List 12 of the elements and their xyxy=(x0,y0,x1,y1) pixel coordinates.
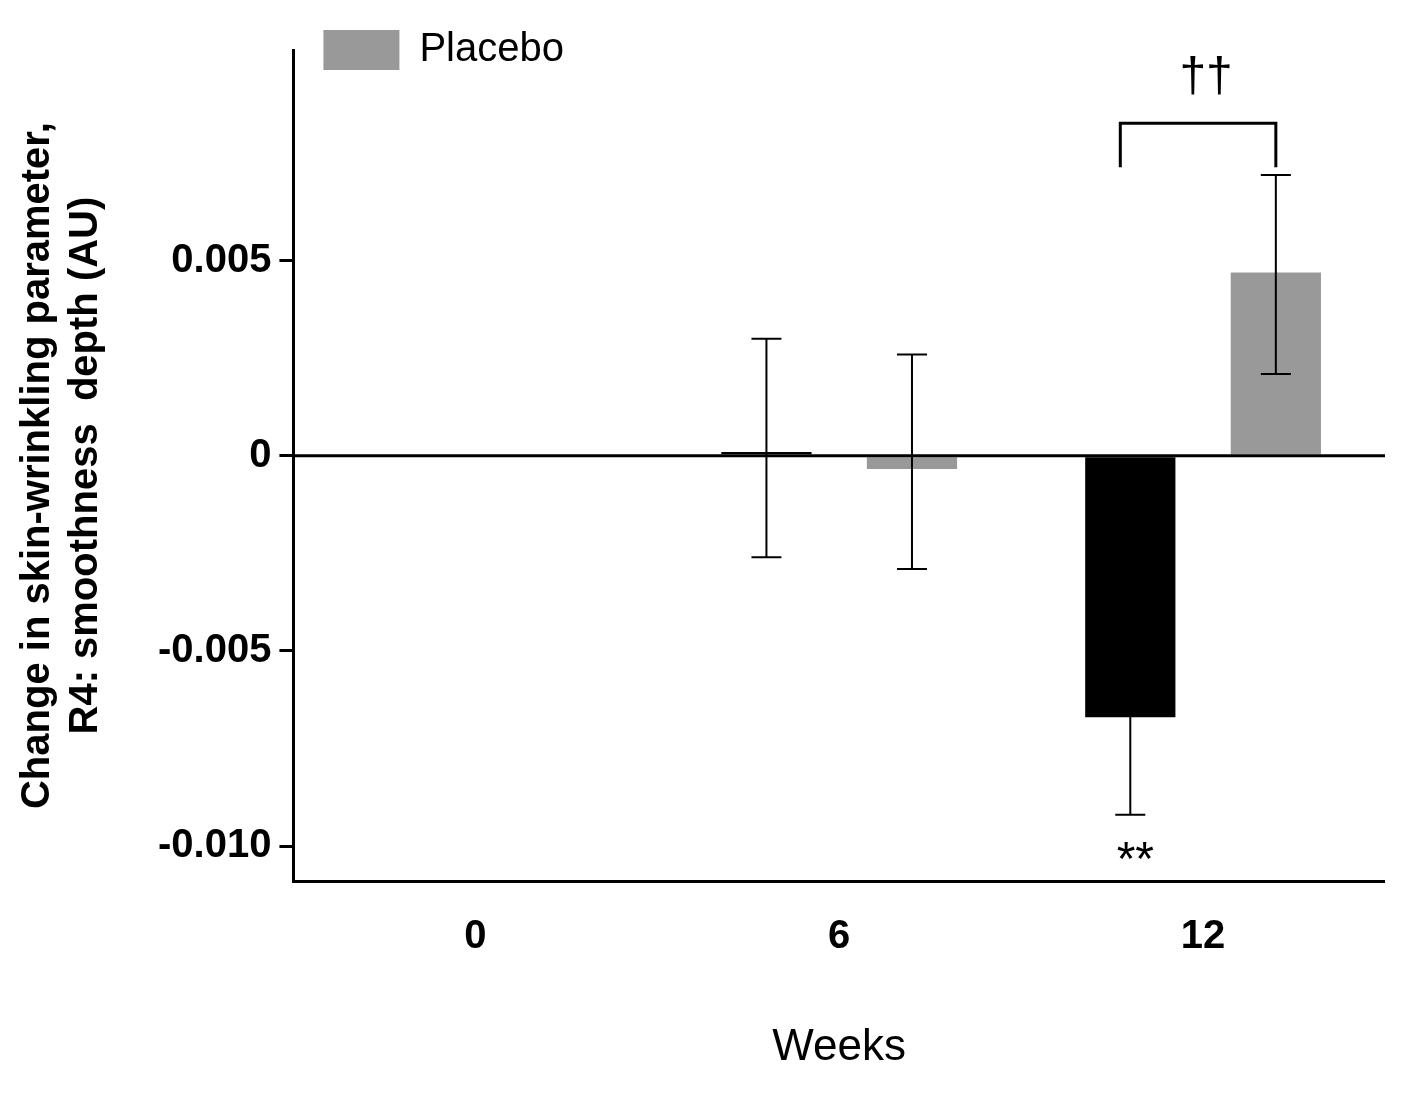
y-tick-label: 0 xyxy=(249,430,272,475)
y-tick-label: -0.010 xyxy=(158,821,272,866)
x-tick-label: 0 xyxy=(464,912,487,957)
legend-label: Placebo xyxy=(419,25,564,70)
y-tick-label: 0.005 xyxy=(171,235,272,280)
x-tick-label: 12 xyxy=(1180,912,1226,957)
annotation: †† xyxy=(1179,47,1233,101)
annotation: ** xyxy=(1116,832,1154,886)
y-tick-label: -0.005 xyxy=(158,625,272,670)
x-axis-title: Weeks xyxy=(772,1019,907,1069)
y-axis-title: Change in skin-wrinkling parameter, R4: smoothness depth (AU) xyxy=(13,122,106,810)
x-tick-label: 6 xyxy=(828,912,851,957)
